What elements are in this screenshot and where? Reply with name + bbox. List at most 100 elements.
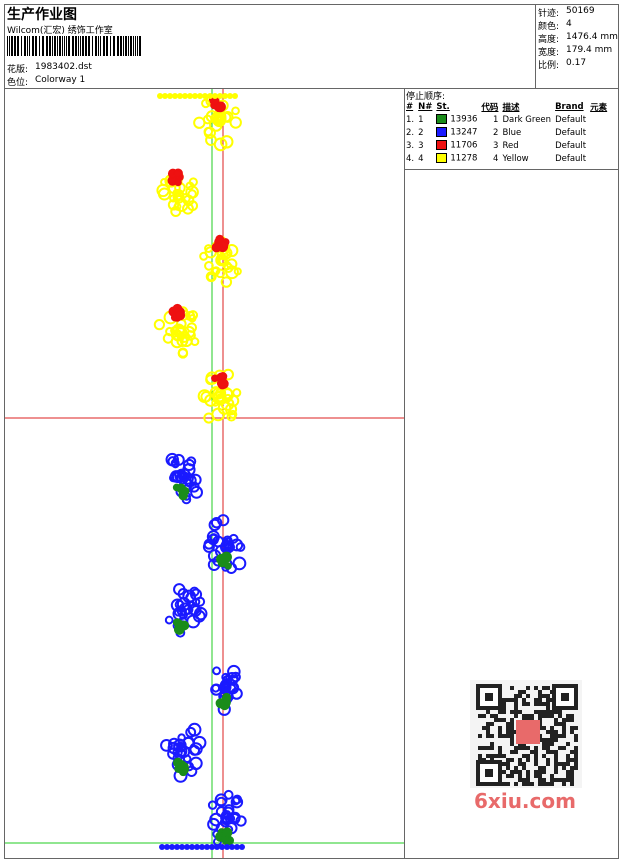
stat-label: 宽度: [538, 48, 560, 58]
qr-cell [510, 770, 514, 774]
qr-cell [526, 694, 530, 698]
qr-cell [554, 730, 558, 734]
qr-cell [546, 694, 550, 698]
title: 生产作业图 [7, 7, 77, 23]
qr-finder [485, 693, 493, 701]
barcode-bar [133, 36, 134, 56]
motif-border [217, 93, 223, 99]
qr-cell [542, 694, 546, 698]
qr-cell [542, 726, 546, 730]
color-swatch [436, 140, 448, 151]
motif-leaf [231, 106, 240, 116]
qr-cell [546, 686, 550, 690]
table-row: 1. 1 13936 1 Dark Green Default [404, 113, 609, 126]
qr-cell [558, 722, 562, 726]
barcode-bar [7, 36, 8, 56]
barcode-bar [49, 36, 51, 56]
column-header: N# [418, 102, 433, 112]
qr-cell [558, 746, 562, 750]
qr-cell [526, 782, 530, 786]
motif-leaf [164, 615, 174, 625]
qr-cell [526, 714, 530, 718]
qr-cell [554, 750, 558, 754]
qr-cell [542, 742, 546, 746]
barcode-bar [29, 36, 30, 56]
motif-leaf [210, 516, 223, 529]
motif-border [189, 844, 195, 850]
motif-accent [173, 169, 182, 178]
barcode-bar [135, 36, 136, 56]
barcode-bar [62, 36, 63, 56]
motif-leaf [225, 672, 239, 686]
qr-cell [494, 714, 498, 718]
barcode-bar [110, 36, 111, 56]
qr-cell [562, 730, 566, 734]
motif-border [199, 844, 205, 850]
qr-cell [534, 698, 538, 702]
qr-cell [506, 758, 510, 762]
barcode-bar [66, 36, 67, 56]
qr-cell [486, 730, 490, 734]
motif-border [182, 93, 188, 99]
qr-cell [538, 774, 542, 778]
qr-cell [542, 766, 546, 770]
qr-cell [498, 726, 502, 730]
barcode-bar [106, 36, 108, 56]
qr-cell [502, 702, 506, 706]
qr-cell [546, 710, 550, 714]
table-row: 4. 4 11278 4 Yellow Default [404, 152, 609, 165]
motif-leaf [177, 470, 186, 480]
qr-cell [570, 718, 574, 722]
qr-cell [486, 754, 490, 758]
qr-cell [570, 750, 574, 754]
qr-cell [570, 774, 574, 778]
barcode-bar [72, 36, 74, 56]
barcode-bar [123, 36, 124, 56]
qr-cell [506, 782, 510, 786]
motif-border [169, 844, 175, 850]
motif-leaf [202, 540, 215, 553]
qr-cell [514, 702, 518, 706]
description: Yellow [502, 153, 529, 164]
qr-cell [550, 734, 554, 738]
barcode-bar [14, 36, 16, 56]
qr-cell [514, 706, 518, 710]
description: Dark Green [502, 114, 552, 125]
motif-border [172, 93, 178, 99]
motif-leaf [178, 610, 188, 620]
qr-cell [554, 738, 558, 742]
motif-border [214, 844, 220, 850]
qr-cell [514, 750, 518, 754]
qr-cell [566, 758, 570, 762]
motif-leaf [232, 556, 247, 571]
qr-cell [566, 778, 570, 782]
side-panel [404, 169, 619, 859]
qr-cell [562, 722, 566, 726]
qr-cell [554, 722, 558, 726]
qr-cell [534, 750, 538, 754]
qr-cell [546, 742, 550, 746]
motif-leaf [194, 596, 206, 607]
motif-leaf [176, 606, 187, 617]
qr-cell [502, 770, 506, 774]
motif-border [167, 93, 173, 99]
color-swatch [436, 127, 448, 138]
motif-accent [221, 241, 229, 249]
qr-cell [522, 762, 526, 766]
qr-cell [570, 726, 574, 730]
qr-cell [562, 782, 566, 786]
qr-cell [510, 698, 514, 702]
barcode-bar [42, 36, 44, 56]
barcode-bar [27, 36, 28, 56]
motif-leaf [207, 800, 218, 810]
code: 3 [493, 140, 499, 151]
stat-value: 4 [566, 19, 572, 29]
barcode-bar [128, 36, 129, 56]
needle: 3 [418, 140, 424, 151]
qr-cell [514, 766, 518, 770]
qr-cell [546, 750, 550, 754]
qr-cell [482, 746, 486, 750]
motif-border [187, 93, 193, 99]
motif-leaf [220, 276, 233, 288]
qr-cell [514, 694, 518, 698]
